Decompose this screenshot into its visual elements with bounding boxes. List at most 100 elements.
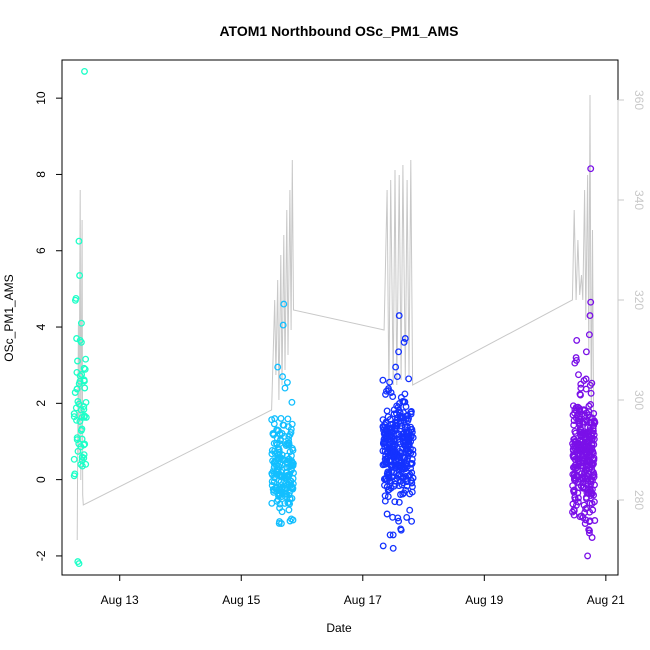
data-point xyxy=(571,445,579,453)
series-1 xyxy=(70,67,90,568)
data-point xyxy=(77,406,85,414)
data-point xyxy=(395,517,403,525)
data-point xyxy=(582,348,590,356)
data-point xyxy=(276,504,284,512)
data-point xyxy=(70,455,78,463)
data-point xyxy=(385,486,393,494)
data-point xyxy=(70,410,78,418)
data-point xyxy=(406,506,414,514)
data-point xyxy=(409,474,417,482)
data-point xyxy=(575,415,583,423)
data-point xyxy=(395,312,403,320)
data-point xyxy=(384,493,392,501)
data-point xyxy=(279,373,287,381)
y2-tick-label: 280 xyxy=(632,490,646,510)
data-point xyxy=(274,363,282,371)
data-point xyxy=(81,67,88,75)
data-point xyxy=(582,375,590,383)
data-point xyxy=(80,376,88,384)
data-point xyxy=(71,389,79,396)
data-point xyxy=(585,518,593,526)
data-point xyxy=(408,517,416,525)
data-point xyxy=(397,525,405,533)
data-point xyxy=(81,365,89,373)
data-point xyxy=(588,441,596,449)
data-point xyxy=(407,408,415,416)
data-point xyxy=(276,448,283,456)
data-point xyxy=(78,453,86,461)
data-point xyxy=(280,300,288,308)
data-point xyxy=(391,461,399,469)
data-point xyxy=(403,513,411,521)
data-point xyxy=(585,331,593,339)
data-point xyxy=(76,372,84,380)
data-point xyxy=(383,433,391,441)
data-point xyxy=(399,461,407,468)
data-point xyxy=(393,373,401,381)
data-point xyxy=(268,478,276,485)
data-point xyxy=(80,441,88,449)
data-point xyxy=(389,393,397,401)
data-point xyxy=(281,384,289,392)
chart-title: ATOM1 Northbound OSc_PM1_AMS xyxy=(219,23,458,39)
data-point xyxy=(580,501,588,509)
data-point xyxy=(402,437,410,445)
data-point xyxy=(571,496,579,504)
data-point xyxy=(275,490,283,498)
data-point xyxy=(405,441,413,449)
data-point xyxy=(409,446,417,454)
data-point xyxy=(283,378,291,386)
data-point xyxy=(285,432,293,440)
data-point xyxy=(277,437,284,445)
data-point xyxy=(390,449,398,457)
data-point xyxy=(588,436,596,444)
y-tick-label: 0 xyxy=(34,476,48,483)
data-point xyxy=(585,402,593,410)
data-point xyxy=(383,459,391,466)
data-point xyxy=(392,363,400,371)
data-point xyxy=(281,499,289,507)
data-point xyxy=(583,489,591,497)
data-point xyxy=(386,531,394,539)
data-point xyxy=(392,409,400,417)
data-point xyxy=(573,356,580,364)
data-point xyxy=(268,499,276,507)
data-point xyxy=(590,473,598,481)
data-point xyxy=(582,416,590,424)
data-point xyxy=(276,518,283,526)
data-point xyxy=(573,336,581,344)
data-point xyxy=(75,237,83,245)
data-point xyxy=(589,506,597,514)
data-point xyxy=(400,489,408,497)
data-point xyxy=(575,460,583,468)
data-point xyxy=(579,514,587,521)
data-point xyxy=(279,321,287,329)
x-axis-title: Date xyxy=(326,621,352,635)
data-point xyxy=(284,472,292,480)
data-point xyxy=(570,507,578,515)
data-point xyxy=(574,403,582,411)
y-tick-label: -2 xyxy=(34,550,48,561)
data-point xyxy=(401,454,409,462)
data-point xyxy=(575,371,582,379)
y-tick-label: 10 xyxy=(34,91,48,105)
data-point xyxy=(73,335,81,342)
data-point xyxy=(407,432,415,440)
data-point xyxy=(587,478,595,486)
data-point xyxy=(74,357,81,365)
data-point xyxy=(384,468,392,476)
data-point xyxy=(586,312,594,320)
data-point xyxy=(383,510,391,518)
data-point xyxy=(577,475,585,483)
data-point xyxy=(78,413,86,421)
data-point xyxy=(82,355,90,363)
series-4 xyxy=(569,165,599,560)
data-point xyxy=(585,526,593,534)
data-point xyxy=(380,438,388,446)
data-point xyxy=(70,413,78,421)
data-point xyxy=(74,398,82,405)
data-point xyxy=(408,488,416,496)
data-point xyxy=(286,448,294,456)
data-point xyxy=(271,484,279,492)
